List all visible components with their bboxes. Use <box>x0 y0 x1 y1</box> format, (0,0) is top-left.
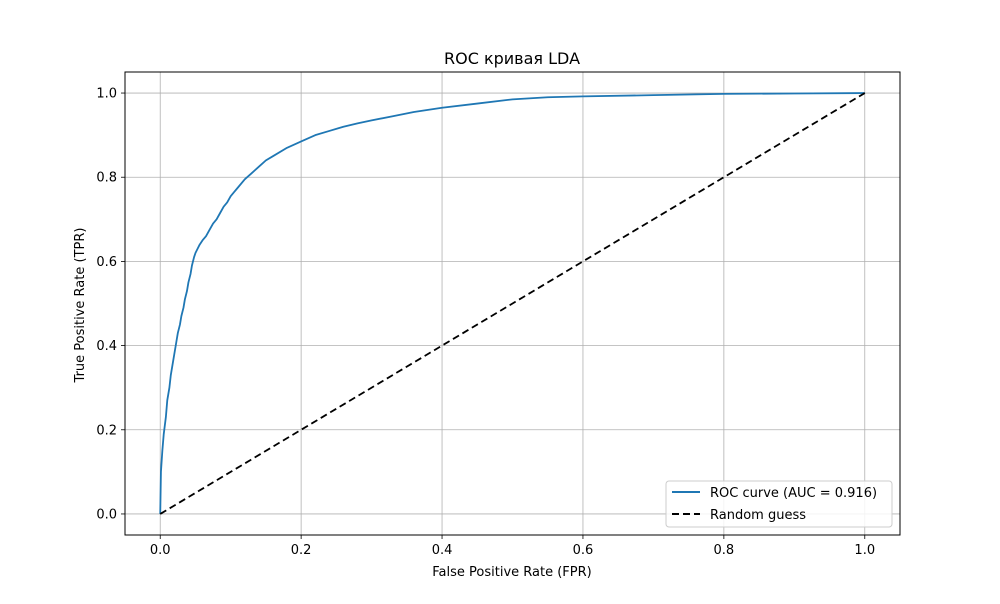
chart-title: ROC кривая LDA <box>444 49 580 68</box>
x-tick-label: 0.2 <box>291 543 312 558</box>
x-tick-label: 0.4 <box>432 543 453 558</box>
roc-curve-line <box>159 92 865 514</box>
legend-box <box>665 480 893 528</box>
ticks: 0.0 0.2 0.4 0.6 0.8 1.0 0.0 0.2 0.4 0.6 0.8 1.0 <box>96 87 875 558</box>
y-tick-label: 0.4 <box>96 339 117 354</box>
plot-series <box>159 92 866 515</box>
x-tick-label: 0.0 <box>150 543 171 558</box>
legend: ROC curve (AUC = 0.916) Random guess <box>665 480 893 528</box>
x-tick-label: 0.6 <box>573 543 594 558</box>
y-tick-label: 0.0 <box>96 507 117 522</box>
y-tick-label: 1.0 <box>96 87 117 102</box>
x-tick-label: 1.0 <box>854 543 875 558</box>
x-tick-label: 0.8 <box>714 543 735 558</box>
y-tick-label: 0.2 <box>96 423 117 438</box>
y-axis-label: True Positive Rate (TPR) <box>73 228 88 384</box>
y-tick-label: 0.8 <box>96 171 117 186</box>
random-guess-line <box>159 92 866 515</box>
legend-label-roc: ROC curve (AUC = 0.916) <box>710 486 877 501</box>
legend-label-random: Random guess <box>710 508 806 523</box>
x-axis-label: False Positive Rate (FPR) <box>432 565 591 580</box>
y-tick-label: 0.6 <box>96 255 117 270</box>
axes-frame <box>124 71 901 536</box>
